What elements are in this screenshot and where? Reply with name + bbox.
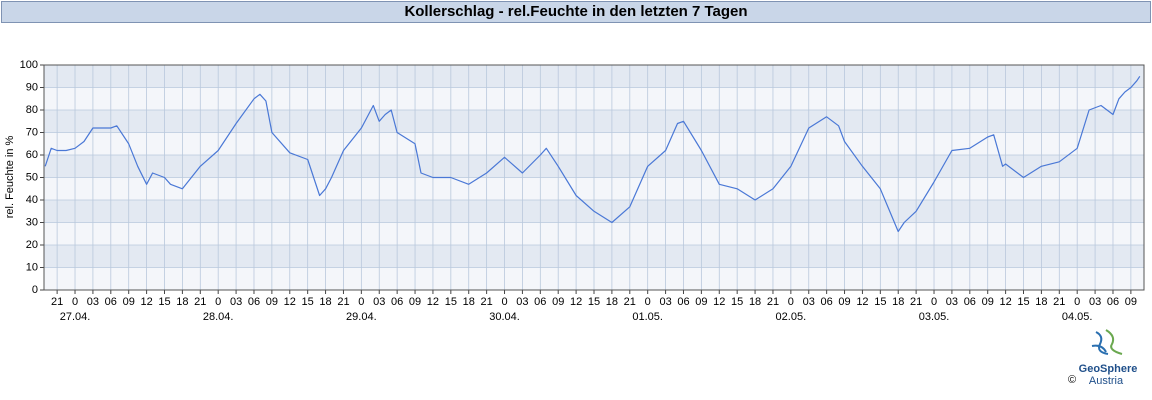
y-tick-label: 60: [26, 149, 38, 161]
x-tick-label: 21: [910, 296, 922, 308]
x-tick-label: 18: [176, 296, 188, 308]
x-tick-label: 15: [874, 296, 886, 308]
x-tick-label: 18: [749, 296, 761, 308]
x-tick-label: 0: [501, 296, 507, 308]
y-tick-label: 90: [26, 81, 38, 93]
x-tick-label: 15: [445, 296, 457, 308]
y-tick-label: 30: [26, 216, 38, 228]
date-label: 01.05.: [632, 311, 663, 323]
title-bar: [1, 1, 1151, 23]
y-tick-label: 80: [26, 104, 38, 116]
date-label: 28.04.: [203, 311, 234, 323]
x-tick-label: 18: [319, 296, 331, 308]
x-tick-label: 15: [588, 296, 600, 308]
x-tick-label: 06: [964, 296, 976, 308]
x-tick-label: 09: [1125, 296, 1137, 308]
x-tick-label: 03: [87, 296, 99, 308]
x-tick-label: 09: [552, 296, 564, 308]
x-tick-label: 09: [123, 296, 135, 308]
y-tick-label: 0: [32, 284, 38, 296]
x-tick-label: 21: [624, 296, 636, 308]
x-tick-label: 06: [391, 296, 403, 308]
x-tick-label: 21: [51, 296, 63, 308]
x-tick-label: 15: [731, 296, 743, 308]
x-tick-label: 06: [248, 296, 260, 308]
x-tick-label: 18: [606, 296, 618, 308]
x-tick-label: 21: [480, 296, 492, 308]
y-tick-label: 20: [26, 239, 38, 251]
x-tick-label: 03: [373, 296, 385, 308]
x-tick-label: 18: [463, 296, 475, 308]
x-tick-label: 09: [838, 296, 850, 308]
x-tick-label: 12: [713, 296, 725, 308]
x-tick-label: 03: [803, 296, 815, 308]
x-tick-label: 09: [695, 296, 707, 308]
x-tick-label: 03: [946, 296, 958, 308]
x-tick-label: 06: [534, 296, 546, 308]
x-tick-label: 12: [427, 296, 439, 308]
date-label: 30.04.: [489, 311, 520, 323]
x-tick-label: 0: [215, 296, 221, 308]
logo-mark: [1091, 329, 1123, 355]
x-tick-label: 21: [1053, 296, 1065, 308]
x-tick-label: 15: [302, 296, 314, 308]
x-tick-label: 12: [284, 296, 296, 308]
x-tick-label: 0: [1074, 296, 1080, 308]
x-tick-label: 0: [788, 296, 794, 308]
x-tick-label: 09: [409, 296, 421, 308]
y-axis-label: rel. Feuchte in %: [4, 136, 16, 219]
logo-name: GeoSphere: [1079, 363, 1138, 375]
x-tick-label: 0: [645, 296, 651, 308]
plot-frame: [43, 64, 1145, 291]
y-tick-label: 10: [26, 261, 38, 273]
y-tick-label: 50: [26, 171, 38, 183]
x-tick-label: 03: [659, 296, 671, 308]
data-line: [44, 75, 1141, 233]
logo-copyright: ©: [1068, 374, 1076, 386]
x-tick-label: 12: [140, 296, 152, 308]
x-tick-label: 15: [1017, 296, 1029, 308]
x-tick-label: 15: [158, 296, 170, 308]
x-tick-label: 12: [999, 296, 1011, 308]
x-tick-label: 06: [677, 296, 689, 308]
x-tick-label: 12: [570, 296, 582, 308]
x-tick-label: 21: [194, 296, 206, 308]
x-tick-label: 03: [230, 296, 242, 308]
logo-sub: Austria: [1089, 375, 1124, 387]
x-tick-label: 0: [931, 296, 937, 308]
x-tick-label: 06: [105, 296, 117, 308]
x-tick-label: 06: [821, 296, 833, 308]
x-tick-label: 0: [358, 296, 364, 308]
chart-title: Kollerschlag - rel.Feuchte in den letzte…: [404, 3, 747, 20]
x-tick-label: 12: [856, 296, 868, 308]
y-tick-label: 70: [26, 126, 38, 138]
date-label: 27.04.: [60, 311, 91, 323]
date-label: 04.05.: [1062, 311, 1093, 323]
y-tick-label: 40: [26, 194, 38, 206]
y-tick-label: 100: [20, 59, 38, 71]
x-tick-label: 09: [982, 296, 994, 308]
x-tick-label: 09: [266, 296, 278, 308]
x-tick-label: 18: [892, 296, 904, 308]
x-tick-label: 03: [516, 296, 528, 308]
x-tick-label: 21: [337, 296, 349, 308]
date-label: 29.04.: [346, 311, 377, 323]
x-tick-label: 0: [72, 296, 78, 308]
x-tick-label: 18: [1035, 296, 1047, 308]
x-tick-label: 03: [1089, 296, 1101, 308]
date-label: 03.05.: [919, 311, 950, 323]
date-label: 02.05.: [776, 311, 807, 323]
x-tick-label: 06: [1107, 296, 1119, 308]
x-tick-label: 21: [767, 296, 779, 308]
